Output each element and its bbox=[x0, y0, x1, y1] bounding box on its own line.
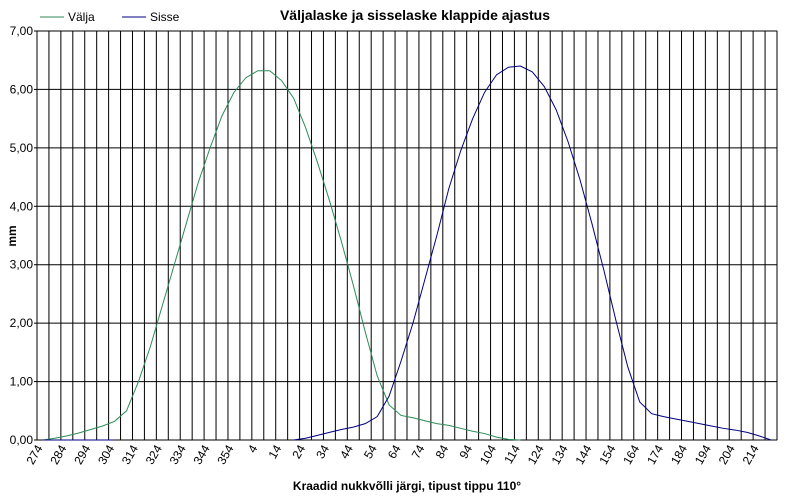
x-tick-label: 114 bbox=[501, 442, 523, 466]
x-tick-label: 4 bbox=[245, 442, 261, 455]
x-tick-label: 24 bbox=[289, 442, 308, 461]
x-tick-label: 314 bbox=[119, 442, 141, 467]
x-tick-label: 154 bbox=[596, 442, 618, 467]
x-tick-label: 324 bbox=[143, 442, 165, 467]
legend-label: Välja bbox=[68, 10, 95, 24]
x-tick-label: 64 bbox=[385, 442, 404, 461]
series-line bbox=[42, 65, 772, 441]
x-tick-label: 284 bbox=[47, 442, 69, 467]
y-tick-label: 2,00 bbox=[10, 316, 34, 330]
y-tick-label: 4,00 bbox=[10, 199, 34, 213]
x-tick-label: 84 bbox=[433, 442, 452, 461]
x-tick-label: 144 bbox=[572, 442, 594, 467]
x-tick-label: 214 bbox=[740, 442, 762, 467]
x-tick-label: 44 bbox=[337, 442, 356, 461]
x-tick-label: 14 bbox=[265, 442, 284, 461]
x-tick-label: 194 bbox=[692, 442, 714, 467]
legend-label: Sisse bbox=[150, 10, 180, 24]
x-tick-label: 304 bbox=[95, 442, 117, 467]
y-tick-label: 7,00 bbox=[10, 24, 34, 38]
y-tick-label: 3,00 bbox=[10, 258, 34, 272]
x-tick-label: 334 bbox=[167, 442, 189, 467]
y-tick-label: 5,00 bbox=[10, 141, 34, 155]
y-tick-label: 6,00 bbox=[10, 82, 34, 96]
x-axis-label: Kraadid nukkvõlli järgi, tipust tippu 11… bbox=[293, 479, 521, 493]
x-tick-label: 164 bbox=[620, 442, 642, 467]
x-tick-label: 104 bbox=[477, 442, 499, 467]
x-tick-label: 134 bbox=[549, 442, 571, 467]
chart-title: Väljalaske ja sisselaske klappide ajastu… bbox=[280, 7, 550, 23]
y-tick-label: 0,00 bbox=[10, 433, 34, 447]
x-tick-label: 184 bbox=[668, 442, 690, 467]
x-tick-label: 94 bbox=[456, 442, 475, 461]
x-tick-label: 174 bbox=[644, 442, 666, 467]
x-tick-label: 204 bbox=[716, 442, 738, 467]
y-axis-label: mm bbox=[5, 225, 19, 246]
x-tick-label: 124 bbox=[525, 442, 547, 467]
x-tick-label: 294 bbox=[71, 442, 93, 467]
x-tick-label: 74 bbox=[409, 442, 428, 461]
y-tick-label: 1,00 bbox=[10, 375, 34, 389]
x-tick-label: 344 bbox=[191, 442, 213, 467]
x-tick-label: 354 bbox=[214, 442, 236, 467]
x-tick-label: 34 bbox=[313, 442, 332, 461]
series-line bbox=[42, 70, 521, 441]
x-tick-label: 54 bbox=[361, 442, 380, 461]
